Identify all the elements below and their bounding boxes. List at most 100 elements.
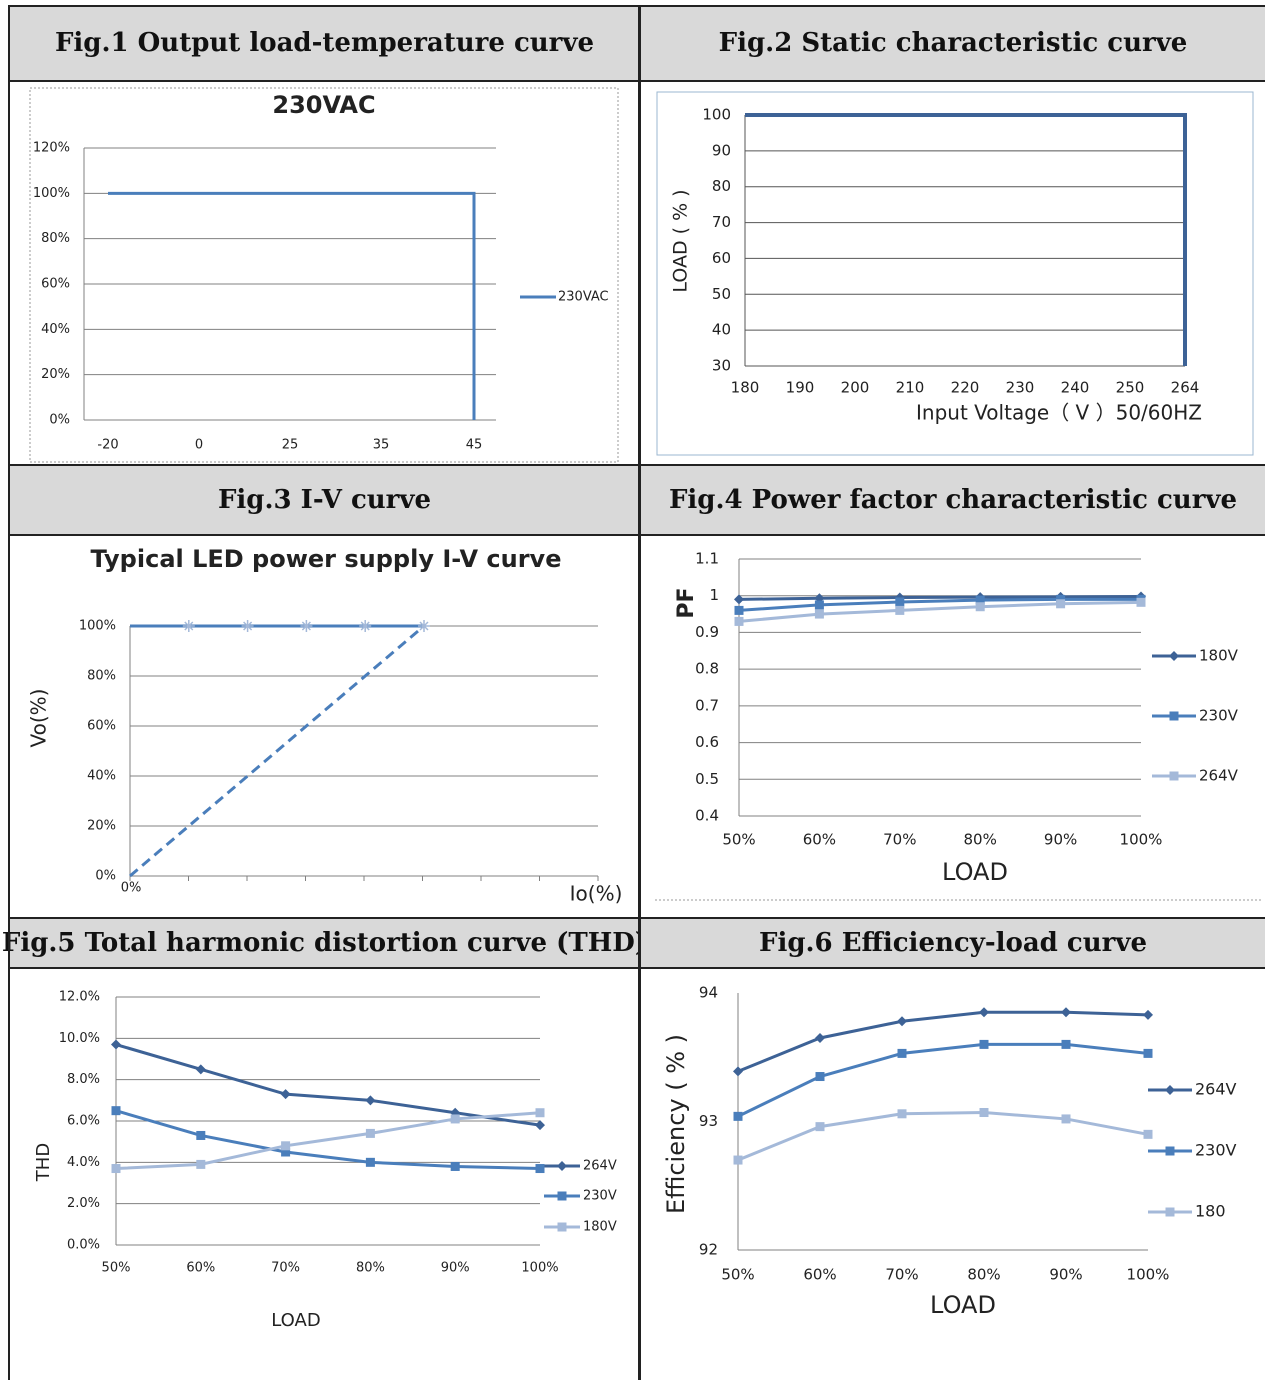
fig5-series-180V-marker xyxy=(281,1141,291,1151)
fig4-series-264V-line xyxy=(738,600,1142,623)
fig5-y-tick-label: 12.0% xyxy=(59,990,100,1005)
fig2-header: Fig.2 Static characteristic curve xyxy=(641,6,1265,80)
fig2-y-tick-label: 30 xyxy=(712,357,731,375)
fig1-title: 230VAC xyxy=(272,91,375,119)
fig5-legend-label: 180V xyxy=(583,1220,617,1235)
fig4-legend-label: 264V xyxy=(1199,767,1239,785)
fig6-legend-marker xyxy=(1165,1146,1175,1156)
fig3-star-marker xyxy=(359,620,372,632)
fig5-series-230V-marker xyxy=(281,1147,291,1157)
fig2-y-tick-label: 80 xyxy=(712,177,731,195)
fig5-legend-marker xyxy=(557,1161,567,1171)
fig4-x-tick-label: 90% xyxy=(1044,831,1077,849)
fig3-y-axis-label: Vo(%) xyxy=(27,689,51,748)
fig4-series-264V-marker xyxy=(975,602,985,612)
fig5-x-axis-label: LOAD xyxy=(271,1310,320,1331)
fig1-header: Fig.1 Output load-temperature curve xyxy=(10,6,639,80)
fig5-series-264V-marker xyxy=(280,1089,291,1100)
fig3-star-marker xyxy=(241,620,254,632)
fig2-y-tick-label: 90 xyxy=(712,141,731,159)
fig6-series-230V-marker xyxy=(815,1072,825,1082)
fig6-series-264V-marker xyxy=(815,1032,825,1043)
fig1-series-line xyxy=(108,191,476,420)
fig5-series-180V-marker xyxy=(450,1114,460,1124)
fig6-series-180-marker xyxy=(1061,1114,1071,1124)
fig4-series-180V-line xyxy=(738,594,1142,601)
fig1-y-tick-label: 0% xyxy=(49,413,70,428)
fig3-header: Fig.3 I-V curve xyxy=(10,466,639,534)
fig1-x-tick-label: 45 xyxy=(466,438,483,453)
fig6-y-tick-label: 93 xyxy=(699,1112,718,1130)
fig2-x-tick-label: 250 xyxy=(1116,379,1145,397)
fig1-y-tick-label: 60% xyxy=(41,277,70,292)
fig6-series-180-marker xyxy=(897,1109,907,1119)
fig4-series-230V-marker xyxy=(895,597,905,607)
fig2-x-tick-label: 220 xyxy=(951,379,980,397)
fig2-x-axis-label: Input Voltage（ V ）50/60HZ xyxy=(916,401,1202,425)
fig6-series-230V-line xyxy=(737,1042,1149,1118)
fig2-y-tick-label: 40 xyxy=(712,321,731,339)
fig6-x-tick-label: 70% xyxy=(885,1266,918,1284)
fig3-y-tick-label: 80% xyxy=(87,669,116,684)
fig5-series-230V-line xyxy=(115,1109,541,1171)
fig6-legend-label: 230V xyxy=(1195,1141,1237,1160)
fig5-legend-label: 230V xyxy=(583,1189,617,1204)
fig6-series-180-marker xyxy=(733,1155,743,1165)
fig2-x-tick-label: 210 xyxy=(896,379,925,397)
fig2-y-tick-label: 70 xyxy=(712,213,731,231)
fig3-dashed-line xyxy=(129,624,425,878)
fig6-x-tick-label: 60% xyxy=(803,1266,836,1284)
fig5-series-180V-line xyxy=(115,1111,541,1171)
fig5-x-tick-label: 100% xyxy=(521,1261,558,1276)
fig6-series-180-marker xyxy=(1143,1129,1153,1139)
fig4-legend-label: 180V xyxy=(1199,647,1239,665)
fig4-x-axis-label: LOAD xyxy=(942,858,1008,886)
fig3-y-tick-label: 100% xyxy=(79,619,116,634)
fig1-x-tick-label: 35 xyxy=(373,438,390,453)
fig5-legend-marker xyxy=(557,1222,567,1232)
fig4-y-tick-label: 0.9 xyxy=(695,623,719,641)
fig1-y-tick-label: 40% xyxy=(41,322,70,337)
fig4-series-264V-marker xyxy=(814,609,824,619)
fig5-series-230V-marker xyxy=(196,1130,206,1140)
fig1-y-tick-label: 20% xyxy=(41,367,70,382)
fig4-series-230V-marker xyxy=(814,600,824,610)
fig3-x-origin-label: 0% xyxy=(121,881,142,896)
fig2-x-tick-label: 200 xyxy=(841,379,870,397)
fig1-legend-label: 230VAC xyxy=(558,290,609,305)
fig5-series-264V-line xyxy=(115,1043,541,1127)
fig6-series-230V-marker xyxy=(1061,1039,1071,1049)
fig4-y-tick-label: 1.1 xyxy=(695,550,719,568)
fig6-x-tick-label: 100% xyxy=(1127,1266,1170,1284)
fig5-series-264V-marker xyxy=(111,1039,121,1050)
fig5-series-180V-marker xyxy=(111,1164,121,1174)
fig6-series-264V-line xyxy=(737,1010,1149,1073)
fig6-y-tick-label: 92 xyxy=(699,1241,718,1259)
fig6-x-tick-label: 50% xyxy=(721,1266,754,1284)
fig5-y-tick-label: 2.0% xyxy=(67,1196,100,1211)
fig6-header: Fig.6 Efficiency-load curve xyxy=(641,919,1265,967)
fig1-y-tick-label: 100% xyxy=(33,186,70,201)
fig6-series-230V-marker xyxy=(1143,1048,1153,1058)
fig3-title: Typical LED power supply I-V curve xyxy=(91,545,562,573)
fig5-series-264V-marker xyxy=(365,1095,376,1106)
fig4-y-tick-label: 0.5 xyxy=(695,770,719,788)
fig6-series-264V-marker xyxy=(1143,1009,1153,1020)
fig5-series-180V-marker xyxy=(196,1159,206,1169)
fig4-series-180V-marker xyxy=(734,594,744,605)
fig4-y-tick-label: 1 xyxy=(709,586,719,604)
fig6-series-264V-marker xyxy=(733,1066,743,1077)
fig4-legend-label: 230V xyxy=(1199,707,1239,725)
fig2-plot-frame xyxy=(656,91,1254,456)
fig5-y-tick-label: 8.0% xyxy=(67,1072,100,1087)
fig4-header: Fig.4 Power factor characteristic curve xyxy=(641,466,1265,534)
fig5-series-264V-marker xyxy=(535,1120,545,1131)
fig6-series-230V-marker xyxy=(979,1039,989,1049)
fig6-legend-label: 264V xyxy=(1195,1080,1237,1099)
fig4-series-264V-marker xyxy=(1136,597,1146,607)
fig6-x-tick-label: 90% xyxy=(1049,1266,1082,1284)
fig6-y-axis-label: Efficiency ( % ) xyxy=(662,1034,690,1214)
fig3-star-marker xyxy=(300,620,313,632)
fig2-y-tick-label: 60 xyxy=(712,249,731,267)
fig6-legend-marker xyxy=(1165,1207,1175,1217)
